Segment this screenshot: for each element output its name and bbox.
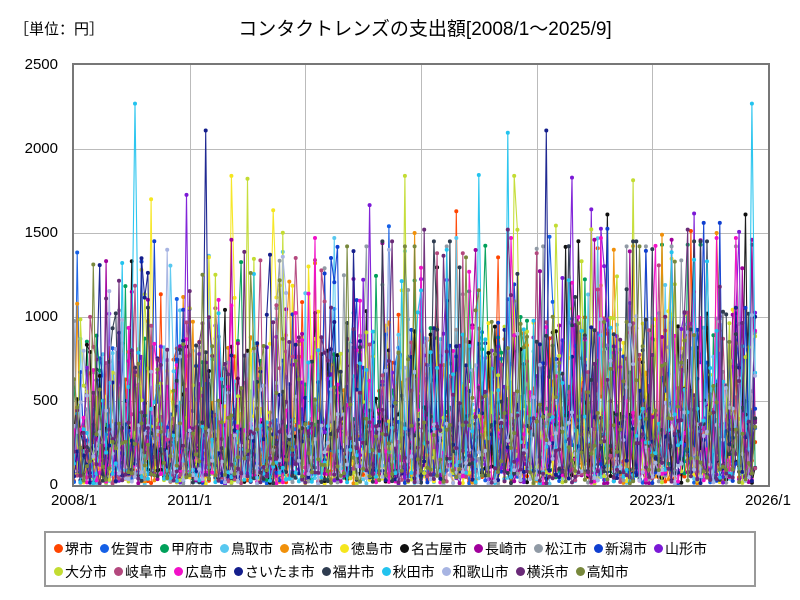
- legend-item[interactable]: 鳥取市: [220, 542, 273, 556]
- series-lines: [74, 101, 758, 485]
- legend-label: 広島市: [185, 563, 227, 580]
- legend-marker-icon: [100, 544, 109, 553]
- legend-label: 甲府市: [171, 540, 213, 557]
- legend-label: 名古屋市: [411, 540, 467, 557]
- legend-item[interactable]: 長崎市: [474, 542, 527, 556]
- legend-label: 福井市: [332, 563, 375, 580]
- legend-marker-icon: [654, 544, 663, 553]
- gridline-vertical: [190, 65, 191, 485]
- legend-item[interactable]: 秋田市: [381, 563, 435, 580]
- legend-marker-icon: [234, 567, 243, 576]
- legend-label: 山形市: [665, 540, 707, 557]
- legend-label: 松江市: [545, 540, 587, 557]
- legend-marker-icon: [400, 544, 409, 553]
- legend-item[interactable]: 名古屋市: [400, 542, 467, 556]
- legend-marker-icon: [594, 544, 603, 553]
- legend-item[interactable]: 山形市: [654, 542, 707, 556]
- x-tick-label: 2008/1: [51, 492, 97, 509]
- legend-marker-icon: [474, 544, 483, 553]
- legend-label: 佐賀市: [111, 540, 153, 557]
- legend-marker-icon: [340, 544, 349, 553]
- x-tick-label: 2014/1: [282, 492, 329, 509]
- legend-item[interactable]: 和歌山市: [441, 563, 509, 580]
- legend-item[interactable]: 大分市: [54, 565, 107, 579]
- legend-item[interactable]: 佐賀市: [100, 542, 153, 556]
- x-tick-label: 2011/1: [167, 492, 213, 509]
- legend-label: 秋田市: [392, 563, 435, 580]
- y-tick-label: 0: [49, 476, 58, 493]
- legend-label: 大分市: [65, 563, 107, 580]
- y-tick-label: 1500: [24, 224, 58, 241]
- x-tick-label: 2020/1: [513, 492, 560, 509]
- legend-label: 徳島市: [351, 540, 393, 557]
- legend-label: 鳥取市: [231, 540, 273, 557]
- legend-item[interactable]: 高松市: [280, 542, 333, 556]
- legend-item[interactable]: 新潟市: [594, 542, 647, 556]
- legend-label: 高松市: [291, 540, 333, 557]
- chart-title: コンタクトレンズの支出額[2008/1～2025/9]: [238, 19, 612, 40]
- plot-inner: [74, 65, 768, 485]
- legend-item[interactable]: 福井市: [321, 563, 375, 580]
- y-tick-label: 2500: [24, 56, 58, 73]
- legend-marker-icon: [534, 544, 543, 553]
- legend: 堺市 佐賀市 甲府市 鳥取市 高松市 徳島市 名古屋市 長崎市 松江市 新潟市 山形市大分市 岐阜市 広…: [44, 531, 756, 587]
- plot-area: [72, 63, 770, 487]
- legend-marker-icon: [160, 544, 169, 553]
- legend-marker-icon: [575, 567, 585, 576]
- legend-label: 堺市: [65, 540, 93, 557]
- legend-marker-icon: [114, 567, 123, 576]
- gridline-vertical: [305, 65, 306, 485]
- legend-marker-icon: [321, 567, 331, 576]
- legend-item[interactable]: 高知市: [575, 563, 629, 580]
- legend-item[interactable]: 広島市: [174, 565, 227, 579]
- legend-item[interactable]: 松江市: [534, 542, 587, 556]
- legend-label: 長崎市: [485, 540, 527, 557]
- legend-label: 新潟市: [605, 540, 647, 557]
- legend-item[interactable]: 甲府市: [160, 542, 213, 556]
- legend-marker-icon: [54, 567, 63, 576]
- series-19: [74, 244, 758, 485]
- legend-marker-icon: [174, 567, 183, 576]
- legend-item[interactable]: 堺市: [54, 542, 93, 556]
- legend-item[interactable]: さいたま市: [234, 565, 315, 579]
- legend-label: 高知市: [586, 563, 629, 580]
- legend-marker-icon: [220, 544, 229, 553]
- legend-row: 堺市 佐賀市 甲府市 鳥取市 高松市 徳島市 名古屋市 長崎市 松江市 新潟市 山形市: [52, 537, 748, 560]
- y-tick-label: 2000: [24, 140, 58, 157]
- legend-marker-icon: [280, 544, 289, 553]
- unit-label: ［単位：円］: [14, 21, 105, 38]
- legend-row: 大分市 岐阜市 広島市 さいたま市 福井市 秋田市 和歌山市 横浜市 高知市: [52, 560, 748, 583]
- x-tick-label: 2017/1: [398, 492, 444, 509]
- legend-label: 横浜市: [526, 563, 569, 580]
- legend-item[interactable]: 岐阜市: [114, 565, 167, 579]
- legend-item[interactable]: 横浜市: [515, 563, 569, 580]
- legend-label: さいたま市: [245, 563, 315, 580]
- legend-marker-icon: [381, 567, 391, 576]
- legend-label: 和歌山市: [452, 563, 509, 580]
- x-tick-label: 2026/1: [745, 492, 791, 509]
- legend-marker-icon: [515, 567, 525, 576]
- legend-marker-icon: [54, 544, 63, 553]
- y-tick-label: 1000: [24, 308, 58, 325]
- y-tick-label: 500: [32, 392, 58, 409]
- legend-marker-icon: [441, 567, 451, 576]
- x-tick-label: 2023/1: [629, 492, 676, 509]
- legend-label: 岐阜市: [125, 563, 167, 580]
- legend-item[interactable]: 徳島市: [340, 542, 393, 556]
